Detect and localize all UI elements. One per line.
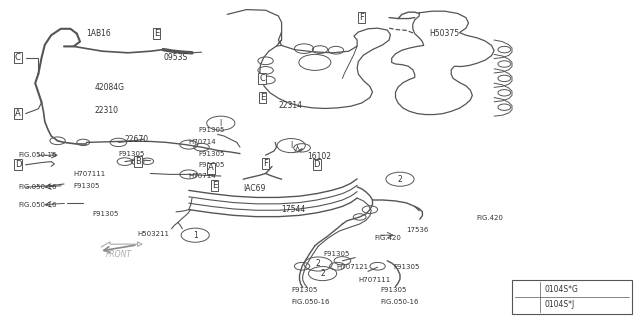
Text: F91305: F91305 (323, 252, 349, 257)
Text: 0953S: 0953S (163, 53, 188, 62)
Text: D: D (314, 160, 320, 169)
Text: A050001545: A050001545 (589, 308, 634, 314)
Text: F91305: F91305 (74, 183, 100, 188)
Text: H50375: H50375 (429, 29, 459, 38)
Text: 1AB16: 1AB16 (86, 29, 111, 38)
Text: H70714: H70714 (189, 140, 216, 145)
Text: FIG.050-16: FIG.050-16 (381, 300, 419, 305)
Text: FIG.050-16: FIG.050-16 (291, 300, 330, 305)
Text: 2: 2 (397, 175, 403, 184)
Text: F91305: F91305 (198, 127, 225, 132)
Text: F91305: F91305 (291, 287, 317, 292)
Text: 0104S*G: 0104S*G (545, 285, 579, 294)
Text: F91305: F91305 (118, 151, 145, 156)
Text: A: A (209, 164, 214, 172)
Text: FRONT: FRONT (106, 250, 131, 259)
Text: 1: 1 (193, 231, 198, 240)
Text: C: C (259, 74, 266, 83)
Text: H707121: H707121 (336, 264, 368, 270)
Text: E: E (212, 181, 217, 190)
Text: IAC69: IAC69 (243, 184, 266, 193)
Text: F91305: F91305 (198, 162, 225, 168)
Text: 0104S*J: 0104S*J (545, 300, 575, 309)
Text: H503211: H503211 (138, 231, 170, 236)
Text: FIG.420: FIG.420 (374, 236, 401, 241)
Text: E: E (154, 29, 159, 38)
Text: F91305: F91305 (198, 151, 225, 156)
Text: F: F (263, 159, 268, 168)
Text: 16102: 16102 (307, 152, 332, 161)
Text: E: E (260, 93, 265, 102)
Text: 17544: 17544 (282, 205, 306, 214)
Text: F91305: F91305 (93, 212, 119, 217)
Text: I: I (290, 141, 292, 150)
Text: 22310: 22310 (95, 106, 119, 115)
Text: C: C (15, 53, 21, 62)
Text: 17536: 17536 (406, 228, 429, 233)
Text: FIG.050-16: FIG.050-16 (18, 152, 56, 158)
Text: 2: 2 (320, 269, 325, 278)
Text: F: F (359, 13, 364, 22)
Text: FIG.050-16: FIG.050-16 (18, 184, 56, 190)
Text: B: B (134, 157, 141, 166)
Text: A: A (15, 109, 20, 118)
Text: 22670: 22670 (125, 135, 149, 144)
Text: F91305: F91305 (394, 264, 420, 270)
Text: I: I (220, 119, 222, 128)
Text: 42084G: 42084G (95, 84, 125, 92)
Text: D: D (15, 160, 21, 169)
Text: H707111: H707111 (358, 277, 390, 283)
FancyBboxPatch shape (512, 280, 632, 314)
Text: 2: 2 (316, 260, 321, 268)
Text: FIG.050-16: FIG.050-16 (18, 202, 56, 208)
Text: 1: 1 (525, 285, 530, 294)
Text: F91305: F91305 (381, 287, 407, 292)
Text: 2: 2 (525, 300, 530, 309)
Text: H707111: H707111 (74, 172, 106, 177)
Text: H70714: H70714 (189, 173, 216, 179)
Text: FIG.420: FIG.420 (477, 215, 504, 220)
Text: 22314: 22314 (278, 101, 302, 110)
